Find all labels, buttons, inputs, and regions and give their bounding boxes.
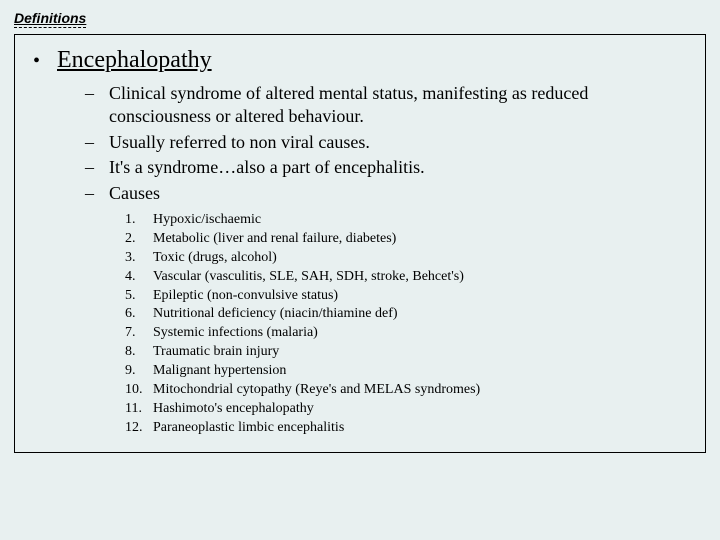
item-number: 7. — [125, 324, 153, 343]
item-number: 10. — [125, 381, 153, 400]
list-item: – Clinical syndrome of altered mental st… — [85, 82, 691, 129]
item-number: 6. — [125, 305, 153, 324]
sub-text: Causes — [109, 182, 691, 205]
item-text: Hashimoto's encephalopathy — [153, 400, 691, 419]
dash-icon: – — [85, 156, 109, 179]
item-number: 5. — [125, 287, 153, 306]
item-text: Epileptic (non-convulsive status) — [153, 287, 691, 306]
list-item: – Usually referred to non viral causes. — [85, 131, 691, 154]
list-item: 11. Hashimoto's encephalopathy — [125, 400, 691, 419]
item-text: Toxic (drugs, alcohol) — [153, 249, 691, 268]
item-text: Systemic infections (malaria) — [153, 324, 691, 343]
item-text: Traumatic brain injury — [153, 343, 691, 362]
dash-icon: – — [85, 131, 109, 154]
item-number: 3. — [125, 249, 153, 268]
sub-text: It's a syndrome…also a part of encephali… — [109, 156, 691, 179]
sub-list: – Clinical syndrome of altered mental st… — [85, 82, 691, 205]
list-item: – It's a syndrome…also a part of encepha… — [85, 156, 691, 179]
list-item: 2. Metabolic (liver and renal failure, d… — [125, 230, 691, 249]
item-number: 11. — [125, 400, 153, 419]
item-text: Hypoxic/ischaemic — [153, 211, 691, 230]
list-item: 7. Systemic infections (malaria) — [125, 324, 691, 343]
item-number: 12. — [125, 419, 153, 438]
item-number: 9. — [125, 362, 153, 381]
list-item: – Causes — [85, 182, 691, 205]
list-item: 12. Paraneoplastic limbic encephalitis — [125, 419, 691, 438]
list-item: 1. Hypoxic/ischaemic — [125, 211, 691, 230]
term-row: • Encephalopathy — [29, 47, 691, 74]
item-text: Mitochondrial cytopathy (Reye's and MELA… — [153, 381, 691, 400]
term-heading: Encephalopathy — [57, 47, 212, 74]
list-item: 3. Toxic (drugs, alcohol) — [125, 249, 691, 268]
dash-icon: – — [85, 182, 109, 205]
item-text: Paraneoplastic limbic encephalitis — [153, 419, 691, 438]
item-text: Malignant hypertension — [153, 362, 691, 381]
list-item: 4. Vascular (vasculitis, SLE, SAH, SDH, … — [125, 268, 691, 287]
item-number: 1. — [125, 211, 153, 230]
bullet-icon: • — [29, 50, 57, 73]
sub-text: Usually referred to non viral causes. — [109, 131, 691, 154]
dash-icon: – — [85, 82, 109, 105]
page-title: Definitions — [14, 10, 86, 28]
definitions-box: • Encephalopathy – Clinical syndrome of … — [14, 34, 706, 453]
item-text: Nutritional deficiency (niacin/thiamine … — [153, 305, 691, 324]
sub-text: Clinical syndrome of altered mental stat… — [109, 82, 691, 129]
list-item: 5. Epileptic (non-convulsive status) — [125, 287, 691, 306]
list-item: 6. Nutritional deficiency (niacin/thiami… — [125, 305, 691, 324]
list-item: 9. Malignant hypertension — [125, 362, 691, 381]
numbered-list: 1. Hypoxic/ischaemic 2. Metabolic (liver… — [125, 211, 691, 438]
list-item: 8. Traumatic brain injury — [125, 343, 691, 362]
item-text: Metabolic (liver and renal failure, diab… — [153, 230, 691, 249]
list-item: 10. Mitochondrial cytopathy (Reye's and … — [125, 381, 691, 400]
item-text: Vascular (vasculitis, SLE, SAH, SDH, str… — [153, 268, 691, 287]
item-number: 2. — [125, 230, 153, 249]
item-number: 4. — [125, 268, 153, 287]
item-number: 8. — [125, 343, 153, 362]
